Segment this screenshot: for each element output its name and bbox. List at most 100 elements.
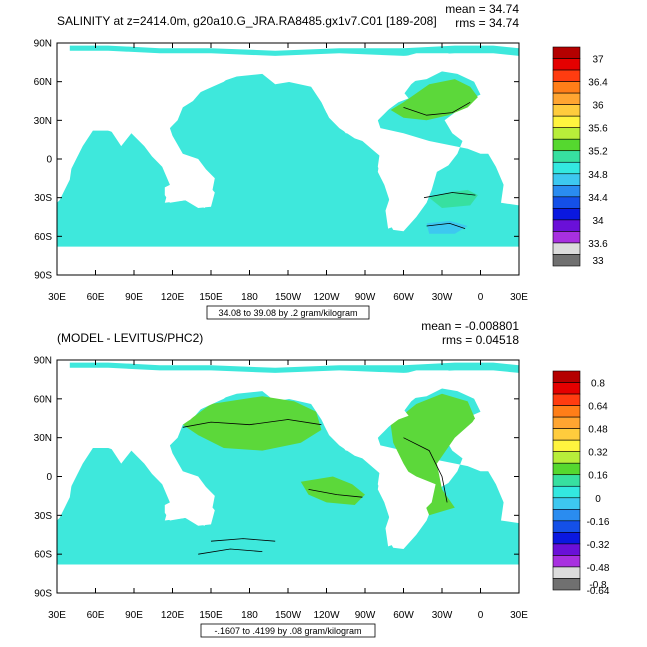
lon-tick-label: 120E <box>161 292 185 303</box>
anomaly-atlantic <box>390 393 476 516</box>
legend-swatch <box>552 370 581 383</box>
legend-label: -0.8 <box>589 580 607 591</box>
weddell-patch <box>426 220 468 234</box>
lon-tick-label: 60E <box>87 292 105 303</box>
lon-tick-label: 0 <box>478 292 484 303</box>
lon-tick-label: 150W <box>275 610 302 621</box>
lat-tick-label: 60N <box>34 77 52 88</box>
lon-tick-label: 60W <box>393 292 414 303</box>
lat-tick-label: 30N <box>34 433 52 444</box>
lon-tick-label: 90W <box>355 610 376 621</box>
land-mass <box>467 404 519 430</box>
lat-tick-label: 60N <box>34 394 52 405</box>
legend-label: 0 <box>595 494 601 505</box>
land-mass <box>397 53 455 82</box>
lon-tick-label: 120W <box>313 292 340 303</box>
legend-swatch <box>552 46 581 59</box>
land-mass <box>64 385 237 464</box>
map-panel-2: 90N 60N 30N 0 30S 60S 90S 30E 60E 90E 120E 150E 180 1… <box>34 319 610 638</box>
lat-tick-label: 90S <box>34 271 52 282</box>
legend-swatch <box>552 509 581 522</box>
lon-tick-label: 90E <box>125 610 143 621</box>
legend-swatch <box>552 219 581 232</box>
legend-label: 0.48 <box>588 425 608 436</box>
panel-mean: mean = -0.008801 <box>421 319 519 333</box>
range-label: -.1607 to .4199 by .08 gram/kilogram <box>214 626 361 636</box>
legend-swatch <box>552 485 581 499</box>
legend-swatch <box>552 58 581 71</box>
contour-line <box>426 222 466 229</box>
arctic-region <box>69 45 519 56</box>
lat-tick-label: 60S <box>34 550 52 561</box>
lon-tick-label: 150E <box>199 292 223 303</box>
lon-tick-label: 90W <box>355 292 376 303</box>
range-label-frame <box>200 623 376 638</box>
legend-swatch <box>552 81 581 94</box>
legend-swatch <box>552 161 581 175</box>
range-label-frame <box>206 305 370 320</box>
lon-tick-label: 180 <box>241 292 258 303</box>
panel-rms: rms = 0.04518 <box>442 333 519 347</box>
lat-tick-label: 30N <box>34 116 52 127</box>
legend-label: 33.6 <box>588 239 608 250</box>
lat-tick-label: 30S <box>34 511 52 522</box>
lon-tick-label: 90E <box>125 292 143 303</box>
legend-swatch <box>552 185 581 198</box>
legend-swatch <box>552 555 581 568</box>
land-mass <box>57 437 84 521</box>
legend-label: 33 <box>592 256 604 267</box>
legend-label: 36 <box>592 101 604 112</box>
lat-tick-label: 30S <box>34 193 52 204</box>
lon-tick-label: 30E <box>48 292 66 303</box>
lon-tick-label: 30W <box>432 610 453 621</box>
legend-swatch <box>552 416 581 429</box>
lon-tick-label: 120E <box>161 610 185 621</box>
legend-label: 0.64 <box>588 402 608 413</box>
land-mass <box>57 120 84 203</box>
lat-tick-label: 60S <box>34 232 52 243</box>
legend-swatch <box>552 520 581 533</box>
range-label-box: -.1607 to .4199 by .08 gram/kilogram <box>200 623 376 638</box>
legend-label: -0.48 <box>587 563 610 574</box>
legend-swatch <box>552 150 581 163</box>
contour-line <box>198 548 263 555</box>
legend-swatch <box>552 127 581 140</box>
lon-tick-label: 60W <box>393 610 414 621</box>
lon-tick-label: 120W <box>313 610 340 621</box>
lon-tick-label: 60E <box>87 610 105 621</box>
legend-label: -0.32 <box>587 540 610 551</box>
panel-mean: mean = 34.74 <box>445 2 519 16</box>
land-mass <box>397 370 455 399</box>
contour-line <box>308 489 363 498</box>
legend-swatch <box>552 474 581 487</box>
land-mass <box>275 385 409 451</box>
color-legend: 0.8 0.64 0.48 0.32 0.16 0 -0.16 -0.32 -0.48 -0.64… <box>552 370 610 597</box>
range-label: 34.08 to 39.08 by .2 gram/kilogram <box>218 308 357 318</box>
legend-swatch <box>552 497 581 510</box>
legend-swatch <box>552 138 581 152</box>
legend-label: -0.16 <box>587 517 610 528</box>
lon-tick-label: 150E <box>199 610 223 621</box>
arctic-region <box>69 362 519 373</box>
legend-label: 0.16 <box>588 471 608 482</box>
color-legend: 37 36.4 36 35.6 35.2 34.8 34.4 34 33.6 33 <box>552 46 608 267</box>
map-panel-1: 90N 60N 30N 0 30S 60S 90S 30E 60E 90E 120E 150E 180 1… <box>34 2 608 320</box>
legend-swatch <box>552 242 581 255</box>
contour-line <box>403 437 448 503</box>
lat-tick-label: 0 <box>46 472 52 483</box>
legend-swatch <box>552 393 581 406</box>
panel-title: SALINITY at z=2414.0m, g20a10.G_JRA.RA84… <box>57 14 437 28</box>
legend-label: -0.64 <box>587 586 610 597</box>
panel-title: (MODEL - LEVITUS/PHC2) <box>57 331 203 345</box>
legend-label: 34.8 <box>588 170 608 181</box>
anomaly-pacific <box>182 396 322 451</box>
lon-tick-label: 150W <box>275 292 302 303</box>
legend-label: 34.4 <box>588 193 608 204</box>
lat-tick-label: 90N <box>34 356 52 367</box>
contour-line <box>210 538 276 542</box>
legend-swatch <box>552 104 581 117</box>
land-mass <box>164 173 215 208</box>
legend-swatch <box>552 439 581 452</box>
lon-tick-label: 30E <box>510 292 528 303</box>
